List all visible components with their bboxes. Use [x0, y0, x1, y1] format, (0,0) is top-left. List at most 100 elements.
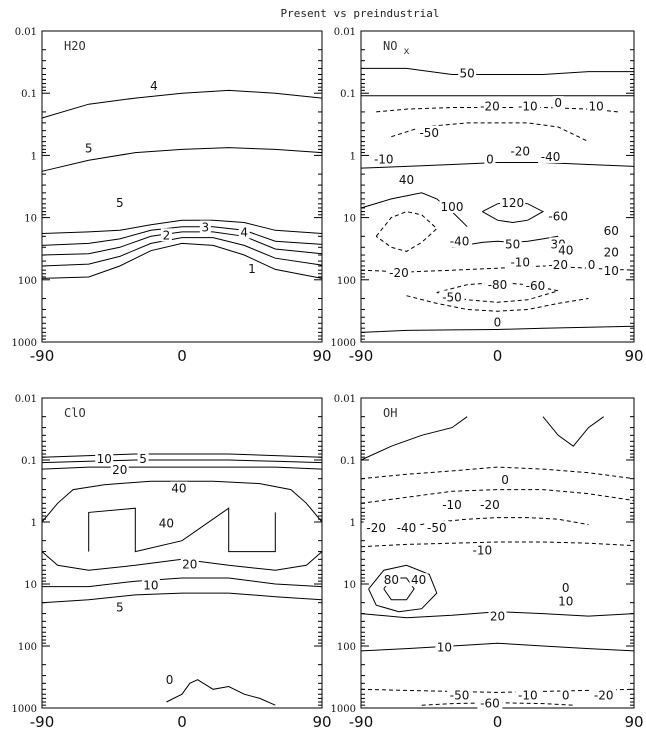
panel-label-subscript: x: [397, 46, 409, 57]
contour-label: 20: [490, 610, 505, 624]
contour-label-bg: [435, 640, 454, 654]
contour-label-bg: [160, 228, 172, 242]
x-tick-label: 0: [177, 713, 187, 731]
contour-line: [360, 192, 468, 228]
panel-label-text: NO: [383, 39, 397, 53]
panel-label: ClO: [64, 406, 86, 420]
y-tick-label: 0.1: [340, 456, 356, 467]
contour-line: [41, 89, 323, 119]
contour-label: 5: [116, 196, 124, 210]
contour-line: [41, 226, 323, 246]
contour-label: -20: [510, 145, 530, 159]
contour-label: 3: [202, 221, 210, 235]
y-tick-label: 100: [337, 276, 356, 287]
contour-label-bg: [394, 521, 419, 535]
x-tick-label: 0: [493, 713, 503, 731]
contour-label-bg: [238, 225, 250, 239]
contour-label: 4: [240, 225, 248, 239]
contour-label-bg: [110, 462, 129, 476]
contour-label-bg: [485, 277, 510, 291]
contour-label: -40: [541, 150, 561, 164]
contour-label-bg: [556, 594, 575, 608]
panel-label-text: ClO: [64, 406, 86, 420]
panel-label: NO x: [383, 39, 410, 57]
contour-line: [41, 592, 323, 604]
contour-label-bg: [397, 173, 416, 187]
contour-label-bg: [137, 452, 149, 465]
contour-line: [406, 295, 589, 312]
contour-line: [375, 211, 438, 252]
contour-label-bg: [499, 473, 511, 487]
x-tick-label: 90: [624, 713, 643, 731]
contour-label-bg: [409, 573, 428, 587]
contour-label: 50: [505, 237, 520, 251]
contour-line: [361, 67, 634, 75]
contour-label: -50: [450, 688, 470, 702]
contour-line: [368, 564, 438, 613]
contour-label-bg: [492, 315, 503, 329]
y-tick-label: 100: [18, 276, 37, 287]
contour-label: -10: [510, 256, 530, 270]
contour-label-bg: [114, 195, 126, 209]
contour-label-bg: [484, 152, 496, 166]
y-tick-label: 10: [24, 580, 37, 591]
x-tick-label: 90: [312, 713, 331, 731]
contour-label-bg: [148, 79, 160, 93]
contour-label: 20: [112, 463, 127, 477]
y-tick-label: 1: [350, 151, 356, 162]
y-tick-label: 0.1: [21, 456, 37, 467]
y-tick-label: 0.1: [340, 89, 356, 100]
panel-label-text: OH: [383, 406, 397, 420]
contour-line: [41, 242, 323, 279]
y-tick-label: 1000: [12, 704, 37, 715]
contour-label-bg: [545, 209, 571, 223]
panel-h2o: 0.01 0.1 1 10 100 1000-90 0 90 4 5 5 3 4 2 1 H2O: [12, 27, 332, 365]
contour-label: 20: [604, 246, 619, 260]
y-tick-label: 100: [337, 642, 356, 653]
contour-label-bg: [114, 600, 126, 614]
x-tick-label: 90: [312, 347, 331, 365]
contour-label: 4: [150, 79, 158, 93]
x-tick-label: 90: [624, 347, 643, 365]
contour-label: 5: [139, 452, 147, 466]
contour-label-bg: [477, 99, 503, 113]
contour-label-bg: [560, 688, 572, 702]
y-tick-label: 1: [350, 518, 356, 529]
contour-label-bg: [477, 497, 503, 511]
y-tick-label: 0.1: [21, 89, 37, 100]
contour-label-bg: [157, 516, 176, 530]
contour-label: 0: [562, 688, 570, 702]
contour-label-bg: [424, 521, 450, 535]
x-tick-label: 0: [177, 347, 187, 365]
contour-label: 10: [588, 100, 603, 114]
contour-label: 0: [501, 473, 509, 487]
contour-line: [41, 453, 323, 458]
contour-label-bg: [199, 220, 211, 234]
panel-label: OH: [383, 406, 397, 420]
contour-line: [41, 219, 323, 234]
contour-label-bg: [560, 580, 572, 594]
y-tick-label: 100: [18, 642, 37, 653]
contour-line: [360, 162, 635, 169]
contour-label-bg: [164, 673, 176, 687]
contour-line: [41, 237, 323, 267]
contour-label-bg: [586, 258, 598, 272]
contour-label: 60: [604, 224, 619, 238]
contour-label-bg: [439, 497, 465, 511]
plot-frame: [360, 30, 635, 343]
contour-line: [41, 231, 323, 256]
contour-label: 5: [116, 601, 124, 615]
contour-label-bg: [587, 99, 606, 113]
contour-label: -20: [480, 498, 500, 512]
contour-line: [41, 459, 323, 464]
panel-label: H2O: [64, 39, 86, 53]
contour-label: 40: [558, 243, 573, 257]
contour-label: -40: [450, 234, 470, 248]
y-tick-label: 1000: [331, 338, 356, 349]
y-tick-label: 1000: [12, 338, 37, 349]
contour-label: 40: [399, 173, 414, 187]
contour-label: 100: [441, 200, 464, 214]
